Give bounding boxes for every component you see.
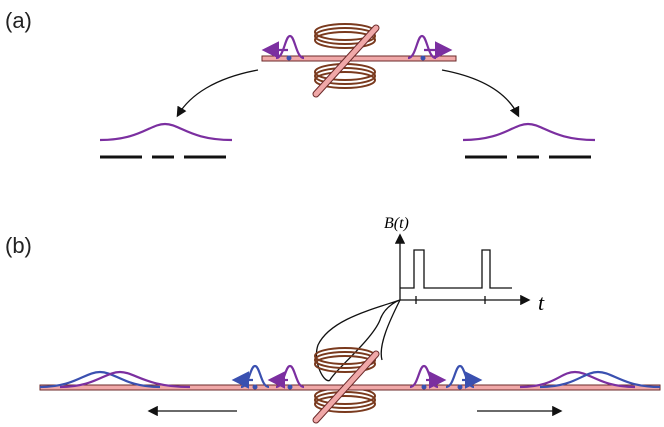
- panel-label: (a): [5, 8, 32, 33]
- inset-x-label: t: [538, 290, 545, 315]
- trap-a: [100, 24, 595, 157]
- panel-label: (b): [5, 233, 32, 258]
- inset-y-label: B(t): [384, 215, 409, 232]
- diagram: (a) (b) B(t) t: [0, 0, 664, 427]
- trap-b: [40, 348, 660, 420]
